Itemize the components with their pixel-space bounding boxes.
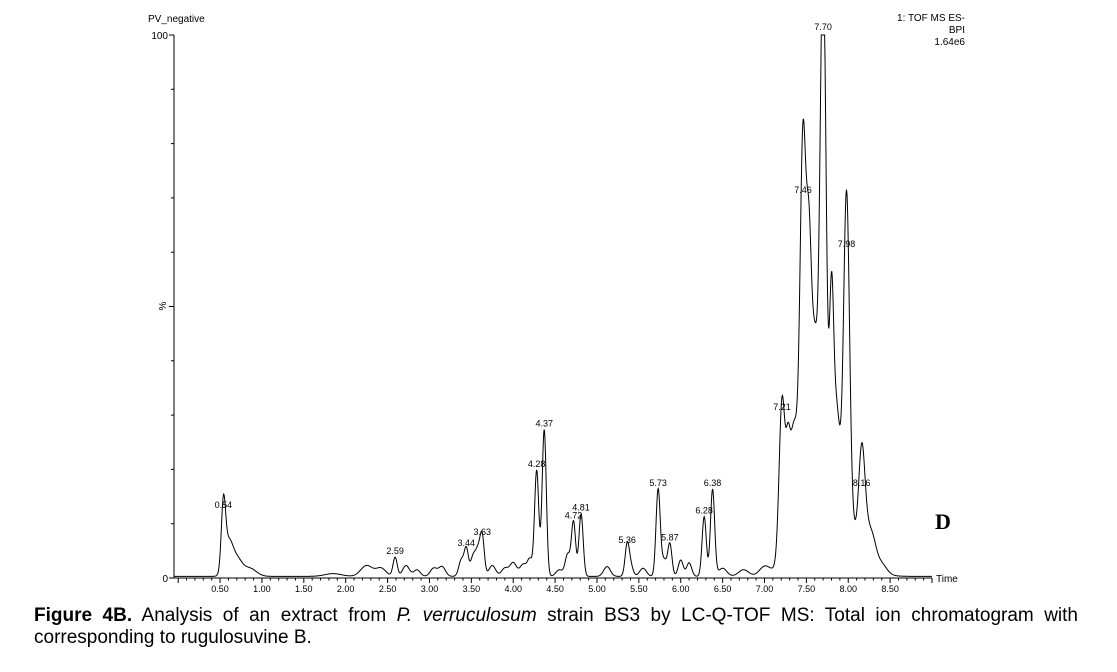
x-tick-label: 8.50 [881,584,899,594]
peak-label: 7.46 [794,185,812,195]
caption-species: P. verruculosum [396,605,537,626]
peak-label: 6.38 [704,478,722,488]
peak-label: 5.73 [649,478,667,488]
peak-label: 4.37 [535,418,553,428]
x-tick-label: 7.50 [798,584,816,594]
peak-label: 0.54 [215,500,233,510]
peak-label: 3.44 [458,538,476,548]
x-tick-label: 5.00 [588,584,606,594]
x-tick-label: 3.50 [463,584,481,594]
x-tick-label: 6.00 [672,584,690,594]
x-tick-label: 4.00 [504,584,522,594]
x-tick-label: 4.50 [546,584,564,594]
panel-letter: D [935,509,951,534]
peak-label: 5.36 [618,535,636,545]
x-tick-label: 2.50 [379,584,397,594]
peak-label: 4.81 [572,503,590,513]
peak-label: 3.63 [473,527,491,537]
chromatogram-chart: PV_negative 100 0 % 1: TOF MS ES- BPI 1.… [148,13,965,594]
x-axis-ticks: 0.50 1.00 1.50 2.00 2.50 3.00 3.50 4.00 4.50 5.00… [177,578,933,594]
peak-label: 8.16 [853,478,871,488]
peak-label: 4.72 [565,511,583,521]
peak-label: 5.87 [661,532,679,542]
x-tick-label: 5.50 [630,584,648,594]
y-axis-label: % [158,301,169,310]
y-tick-label-max: 100 [151,31,168,42]
peak-label: 7.21 [773,402,791,412]
peak-label: 4.28 [528,459,546,469]
figure-caption: Figure 4B. Analysis of an extract from P… [34,605,1078,649]
header-line-2: BPI [949,25,965,36]
caption-text-before: Analysis of an extract from [132,605,397,626]
peak-label: 7.98 [838,239,856,249]
chromatogram-trace [174,34,932,577]
x-tick-label: 1.00 [253,584,271,594]
caption-text-after: strain BS3 by LC-Q-TOF MS: Total ion chr… [34,605,1079,648]
x-tick-label: 3.00 [421,584,439,594]
peak-label: 2.59 [386,546,404,556]
peak-labels: 0.54 2.59 3.443.63 4.28 4.37 4.724.81 5.36 5.73… [215,22,871,556]
sample-name: PV_negative [148,14,205,25]
caption-label: Figure 4B. [34,605,133,626]
x-tick-label: 8.00 [839,584,857,594]
header-line-1: 1: TOF MS ES- [897,13,965,24]
peak-label: 6.28 [695,505,713,515]
x-tick-label: 1.50 [295,584,313,594]
header-line-3: 1.64e6 [934,37,965,48]
x-tick-label: 0.50 [211,584,229,594]
axes [169,34,932,579]
x-tick-label: 7.00 [756,584,774,594]
x-axis-label: Time [936,574,958,585]
peak-label: 7.70 [814,22,832,32]
x-tick-label: 2.00 [337,584,355,594]
x-tick-label: 6.50 [714,584,732,594]
y-tick-label-min: 0 [162,574,168,585]
